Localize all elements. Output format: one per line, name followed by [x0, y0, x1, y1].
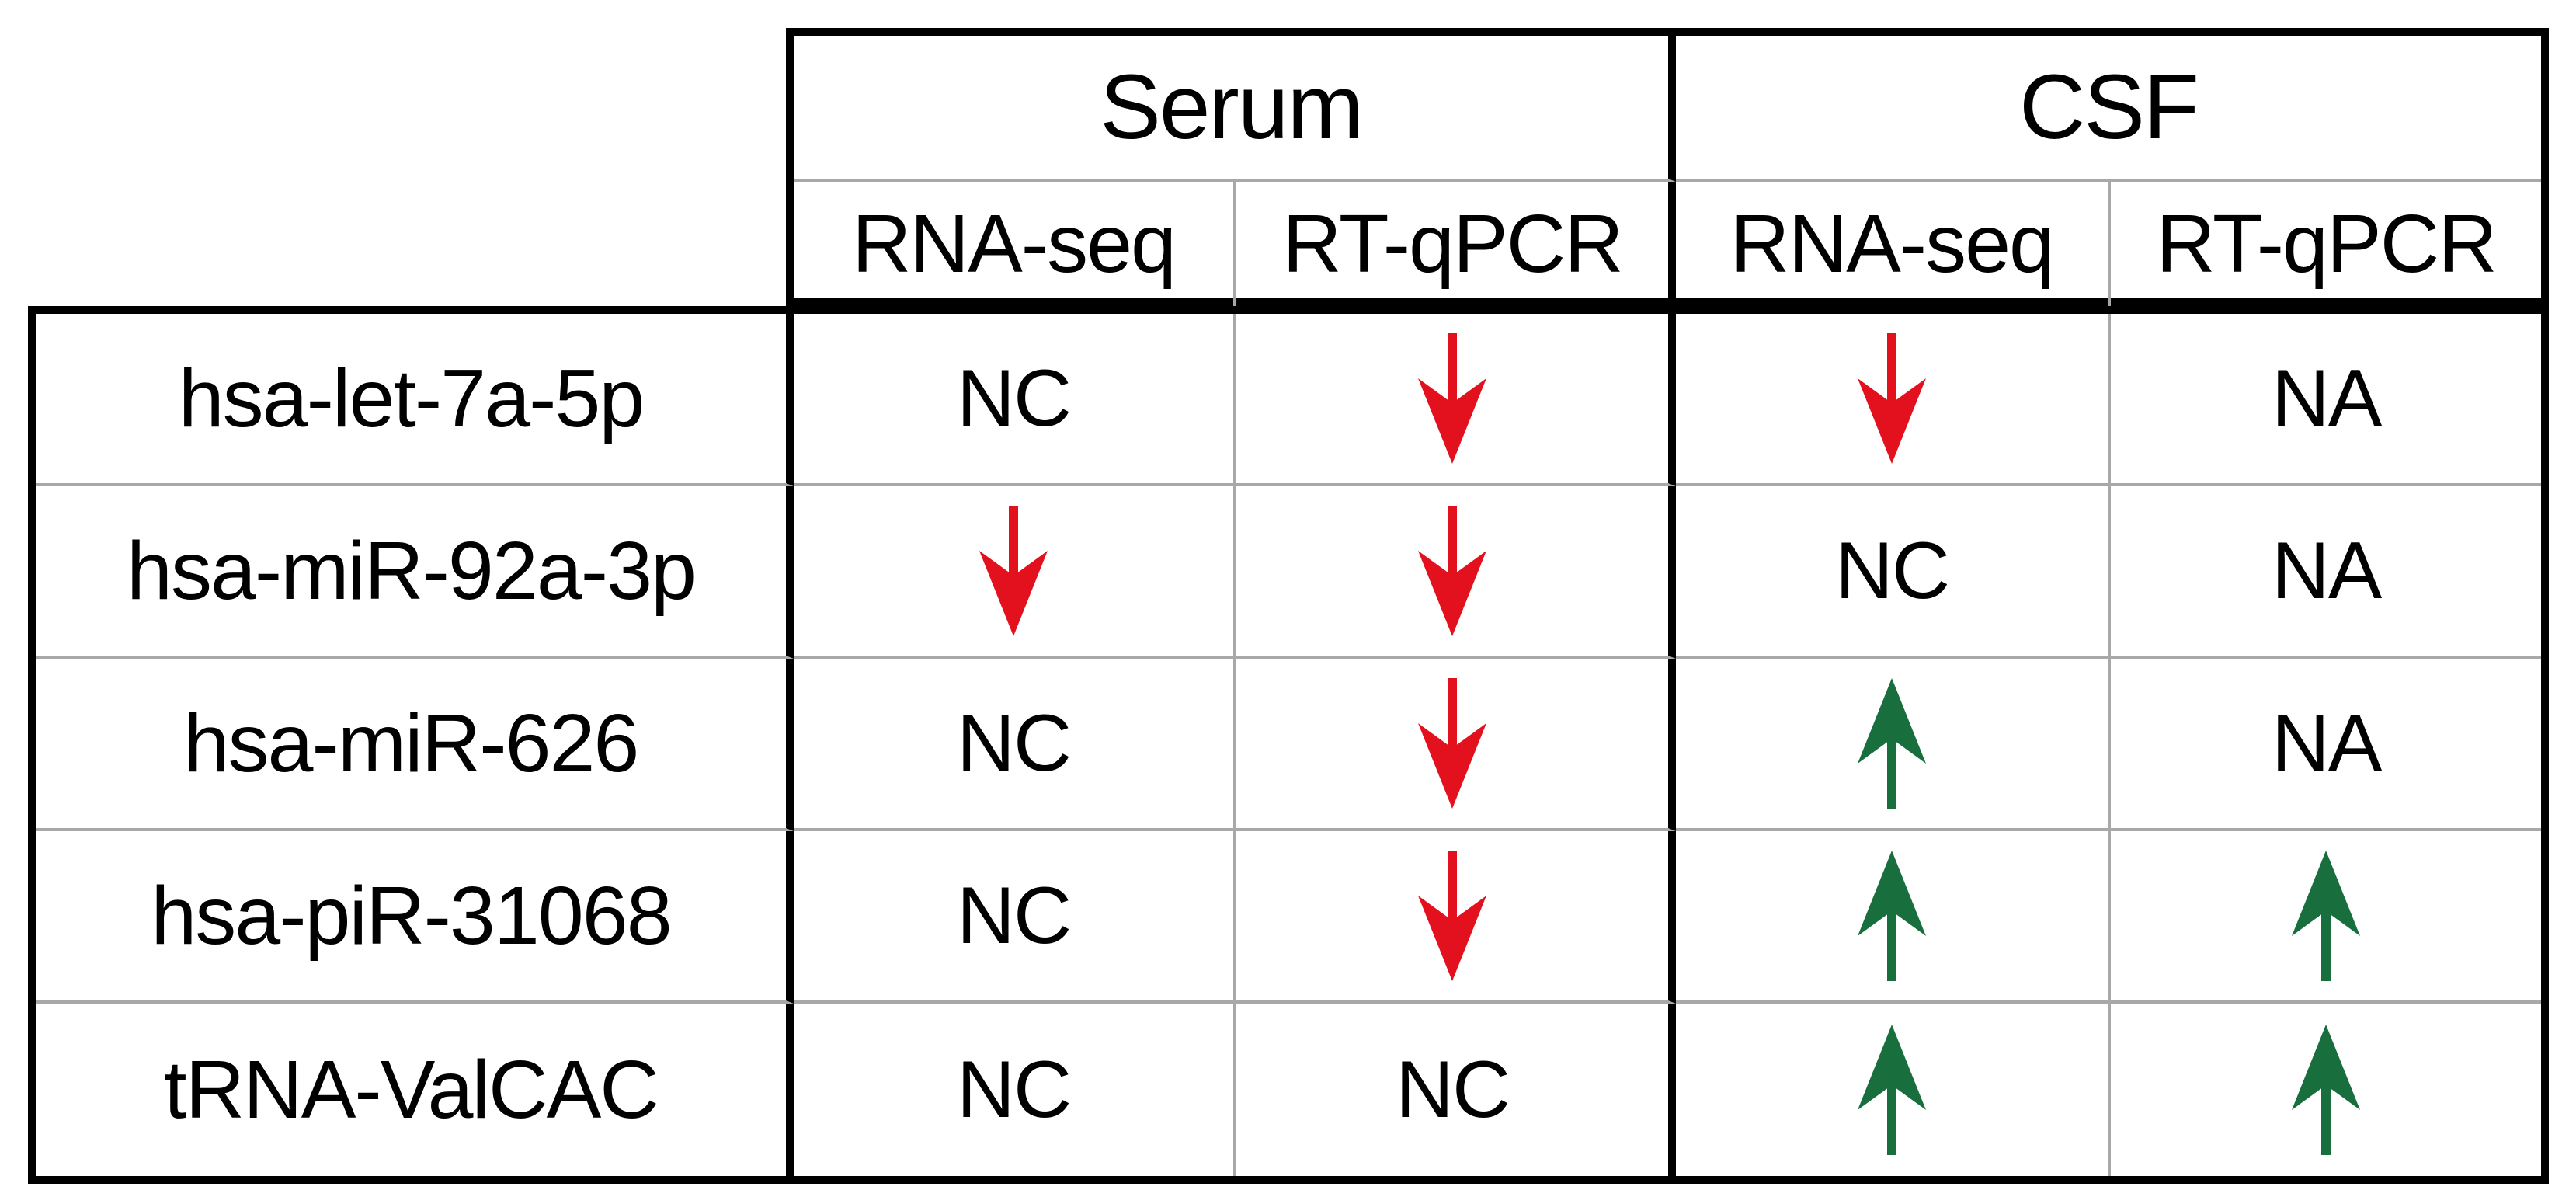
- subheader-serum-rt-qpcr: RT-qPCR: [1236, 182, 1676, 306]
- subheader-csf-rt-qpcr: RT-qPCR: [2156, 197, 2498, 290]
- cell-hsa-miR-626-serum-rt-qpcr: [1236, 659, 1676, 831]
- row-label-hsa-piR-31068: hsa-piR-31068: [36, 831, 794, 1004]
- cell-tRNA-ValCAC-serum-rna-seq: NC: [794, 1004, 1236, 1176]
- cell-hsa-miR-92a-3p-serum-rt-qpcr: [1236, 486, 1676, 659]
- cell-hsa-let-7a-5p-csf-rna-seq: [1676, 314, 2111, 486]
- cell-hsa-piR-31068-csf-rt-qpcr: [2111, 831, 2541, 1004]
- green-up-arrow-icon: [1858, 678, 1926, 809]
- cell-hsa-miR-626-csf-rt-qpcr: NA: [2111, 659, 2541, 831]
- cell-hsa-let-7a-5p-serum-rt-qpcr: [1236, 314, 1676, 486]
- cell-hsa-miR-92a-3p-csf-rt-qpcr: NA: [2111, 486, 2541, 659]
- cell-hsa-miR-92a-3p-serum-rna-seq: [794, 486, 1236, 659]
- cell-hsa-piR-31068-csf-rna-seq: [1676, 831, 2111, 1004]
- red-down-arrow-icon: [979, 506, 1048, 636]
- row-label-tRNA-ValCAC: tRNA-ValCAC: [36, 1004, 794, 1176]
- cell-hsa-miR-626-csf-rna-seq: [1676, 659, 2111, 831]
- cell-hsa-piR-31068-serum-rna-seq: NC: [794, 831, 1236, 1004]
- cell-hsa-miR-626-serum-rna-seq: NC: [794, 659, 1236, 831]
- table-header: Serum CSF RNA-seq RT-qPCR RNA-seq RT-qPC…: [786, 28, 2549, 306]
- subheader-csf-rna-seq: RNA-seq: [1676, 182, 2111, 306]
- subheader-serum-rna-seq: RNA-seq: [794, 182, 1236, 306]
- red-down-arrow-icon: [1418, 678, 1486, 809]
- green-up-arrow-icon: [1858, 1025, 1926, 1155]
- red-down-arrow-icon: [1418, 333, 1486, 464]
- red-down-arrow-icon: [1418, 506, 1486, 636]
- green-up-arrow-icon: [2292, 851, 2360, 981]
- row-label-hsa-let-7a-5p: hsa-let-7a-5p: [36, 314, 794, 486]
- table-body: hsa-let-7a-5p NC NA hsa-miR-92a-3p NC NA hsa-m…: [28, 306, 2549, 1184]
- red-down-arrow-icon: [1858, 333, 1926, 464]
- row-label-hsa-miR-92a-3p: hsa-miR-92a-3p: [36, 486, 794, 659]
- cell-hsa-piR-31068-serum-rt-qpcr: [1236, 831, 1676, 1004]
- cell-tRNA-ValCAC-csf-rna-seq: [1676, 1004, 2111, 1176]
- cell-hsa-let-7a-5p-csf-rt-qpcr: NA: [2111, 314, 2541, 486]
- red-down-arrow-icon: [1418, 851, 1486, 981]
- cell-tRNA-ValCAC-serum-rt-qpcr: NC: [1236, 1004, 1676, 1176]
- row-label-hsa-miR-626: hsa-miR-626: [36, 659, 794, 831]
- cell-tRNA-ValCAC-csf-rt-qpcr: [2111, 1004, 2541, 1176]
- green-up-arrow-icon: [1858, 851, 1926, 981]
- cell-hsa-let-7a-5p-serum-rna-seq: NC: [794, 314, 1236, 486]
- group-header-csf: CSF: [1676, 36, 2541, 182]
- cell-hsa-miR-92a-3p-csf-rna-seq: NC: [1676, 486, 2111, 659]
- green-up-arrow-icon: [2292, 1025, 2360, 1155]
- group-header-serum: Serum: [794, 36, 1676, 182]
